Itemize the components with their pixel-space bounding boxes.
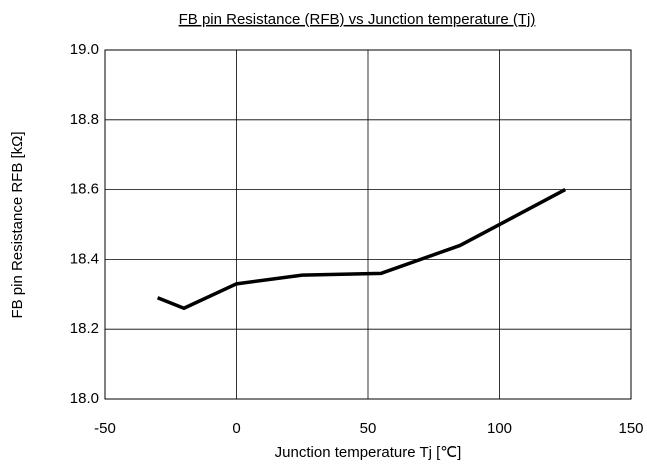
x-tick-label: -50	[94, 420, 116, 437]
y-tick-label: 18.8	[70, 111, 99, 128]
y-axis-label: FB pin Resistance RFB [kΩ]	[9, 131, 26, 318]
x-tick-label: 0	[232, 420, 240, 437]
data-line	[156, 188, 567, 311]
x-tick-label: 50	[360, 420, 377, 437]
x-axis-label: Junction temperature Tj [℃]	[275, 444, 462, 461]
x-tick-label: 150	[618, 420, 643, 437]
y-tick-label: 19.0	[70, 41, 99, 58]
y-tick-label: 18.4	[70, 250, 99, 267]
x-tick-label: 100	[487, 420, 512, 437]
chart-title: FB pin Resistance (RFB) vs Junction temp…	[179, 11, 536, 28]
y-tick-label: 18.0	[70, 390, 99, 407]
y-tick-label: 18.2	[70, 320, 99, 337]
y-tick-label: 18.6	[70, 181, 99, 198]
